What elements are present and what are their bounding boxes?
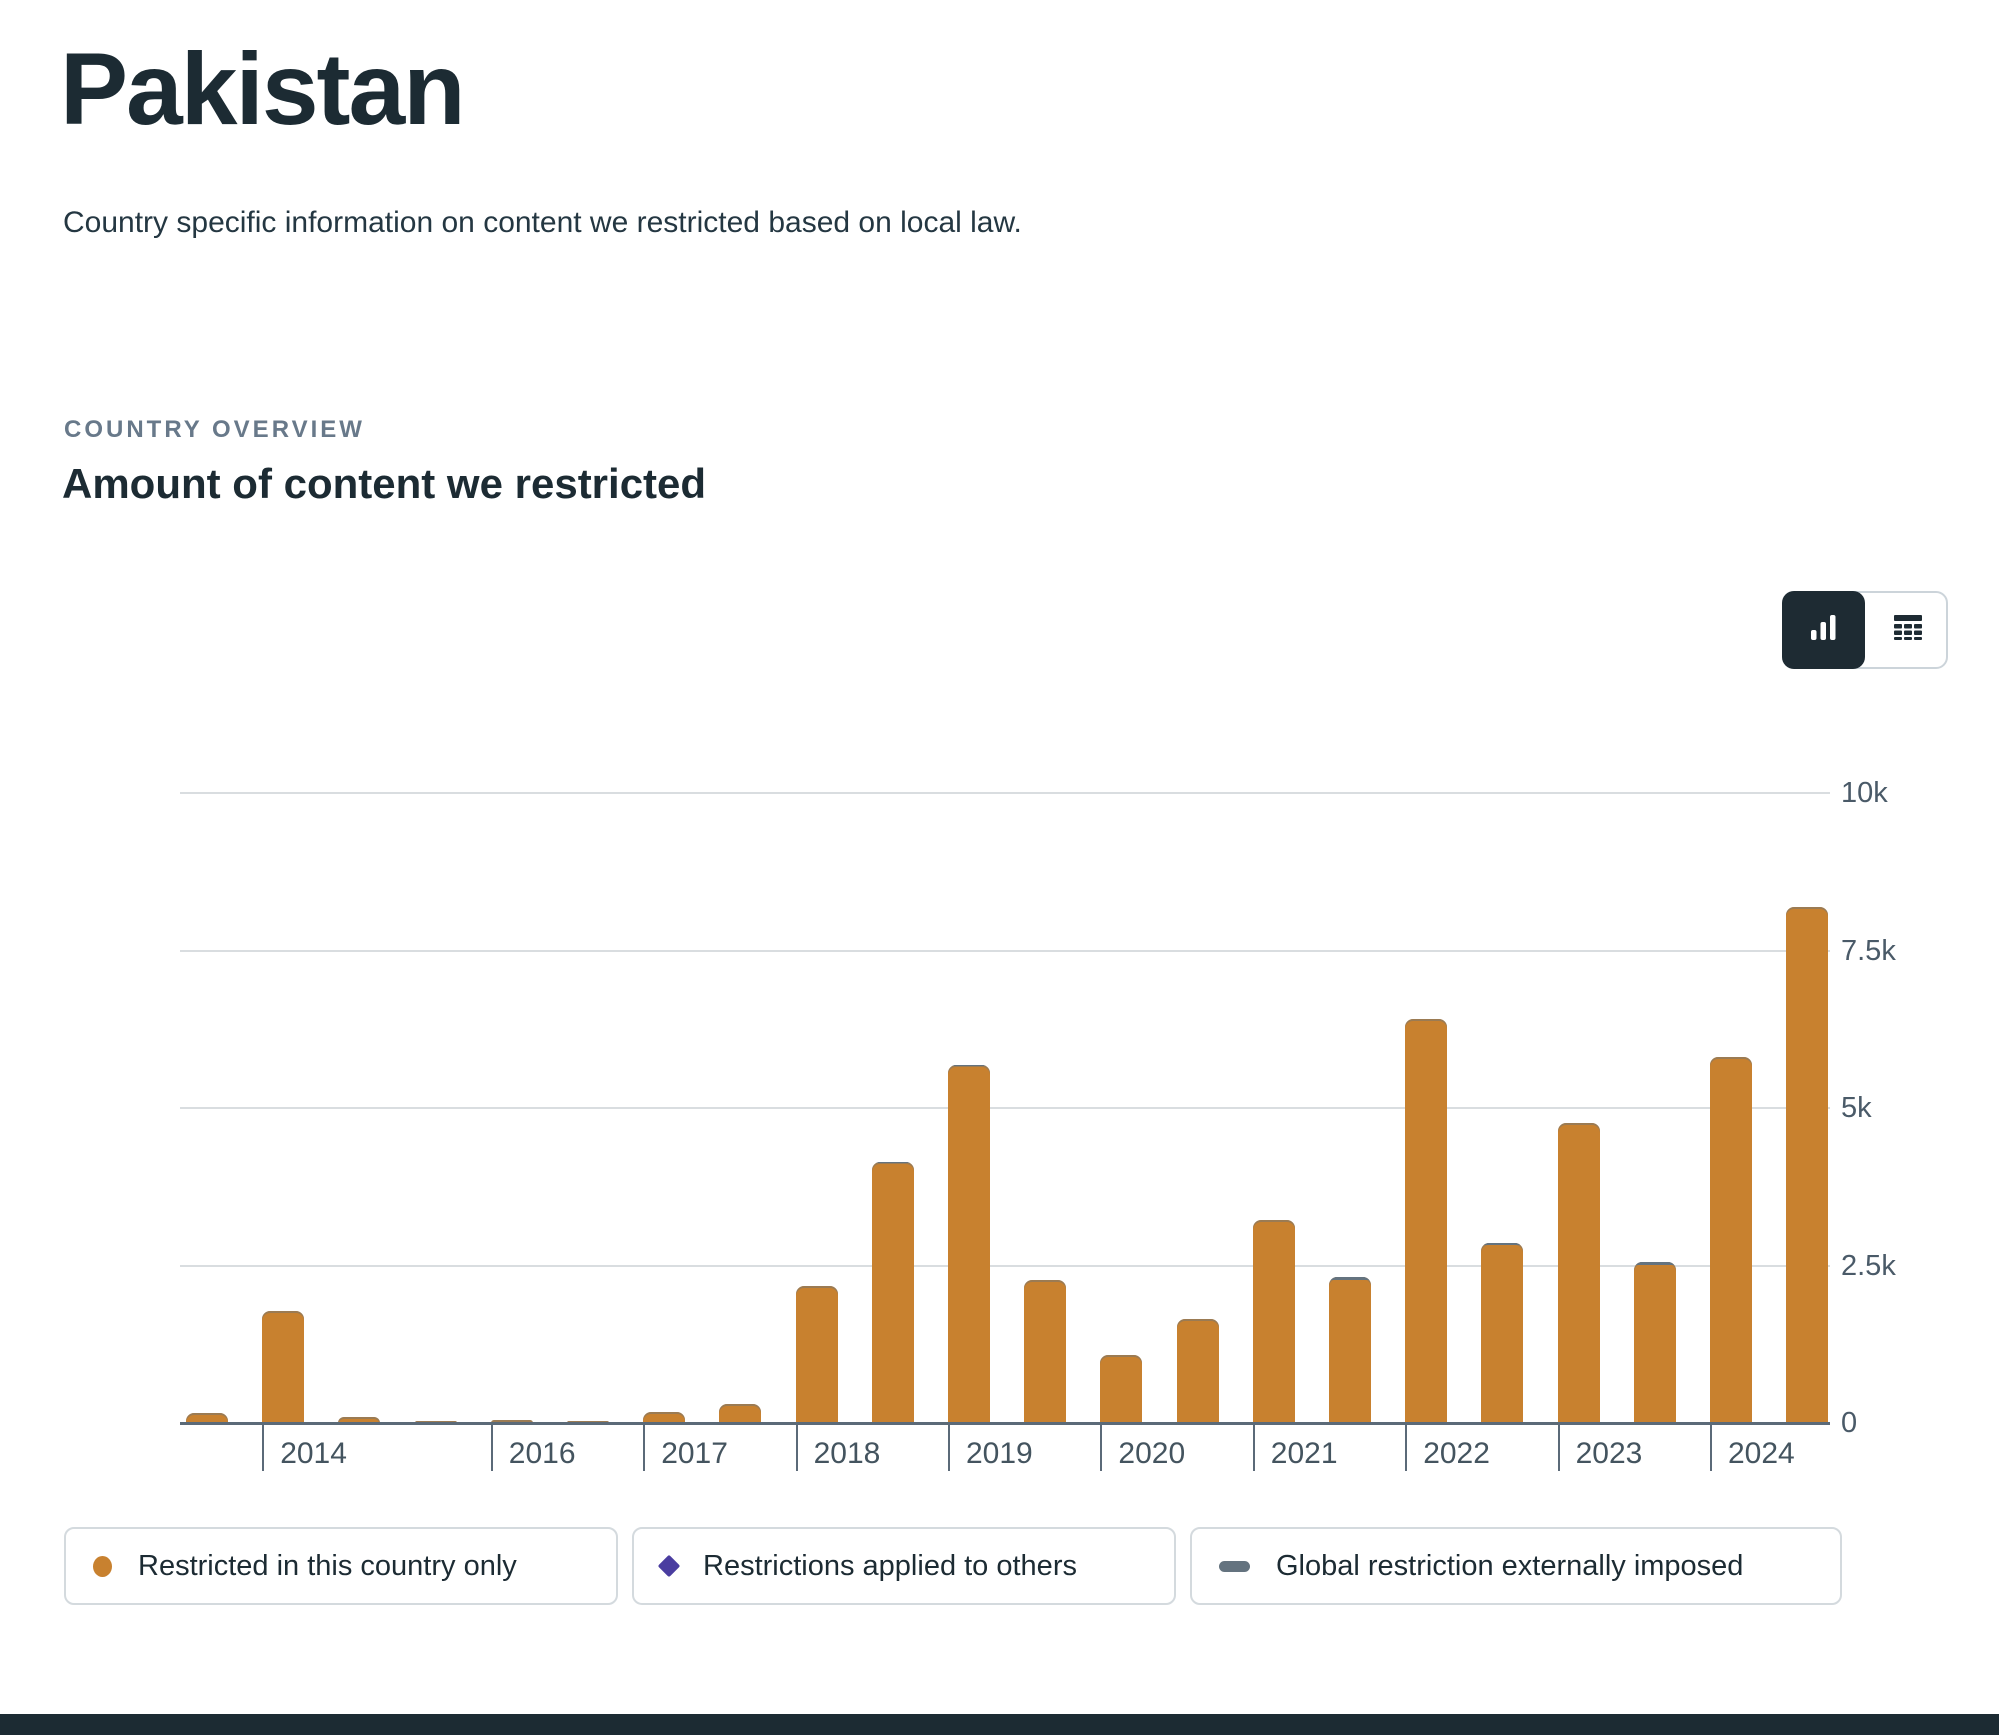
- y-axis-label-7.5k: 7.5k: [1841, 934, 1896, 967]
- bar-2022-H2[interactable]: [1481, 1243, 1524, 1423]
- chart-view-button[interactable]: [1782, 591, 1865, 669]
- purple-diamond-marker: [657, 1554, 681, 1578]
- gridline-2.5k: [180, 1264, 1830, 1267]
- legend-item-global-restriction[interactable]: Global restriction externally imposed: [1190, 1527, 1842, 1605]
- y-axis-label-2.5k: 2.5k: [1841, 1249, 1896, 1282]
- bar-2023-H1[interactable]: [1557, 1123, 1600, 1423]
- global-restriction-cap: [1329, 1277, 1371, 1280]
- legend-label: Restricted in this country only: [138, 1549, 517, 1582]
- gray-dash-marker: [1219, 1560, 1250, 1572]
- y-axis-label-5k: 5k: [1841, 1092, 1872, 1124]
- footer-bar: [0, 1714, 1999, 1735]
- global-restriction-cap: [871, 1162, 914, 1163]
- x-axis-label-2024: 2024: [1728, 1437, 1795, 1470]
- global-restriction-cap: [1481, 1243, 1524, 1245]
- bar-2022-H1[interactable]: [1405, 1019, 1448, 1423]
- page-subtitle: Country specific information on content …: [63, 206, 1022, 239]
- page-title: Pakistan: [60, 32, 466, 146]
- bar-2013-H2[interactable]: [186, 1413, 228, 1423]
- x-tick-2020: [1100, 1423, 1103, 1471]
- x-axis-label-2016: 2016: [508, 1437, 576, 1470]
- legend-label: Restrictions applied to others: [703, 1549, 1077, 1582]
- x-axis-label-2017: 2017: [661, 1437, 728, 1470]
- x-tick-2017: [643, 1423, 646, 1471]
- legend-item-restrictions-applied-others[interactable]: Restrictions applied to others: [632, 1527, 1176, 1605]
- x-axis-label-2023: 2023: [1575, 1437, 1643, 1470]
- x-tick-2022: [1405, 1423, 1408, 1471]
- bar-2018-H1[interactable]: [795, 1286, 838, 1423]
- bar-2020-H2[interactable]: [1176, 1319, 1219, 1423]
- x-axis-label-2019: 2019: [966, 1437, 1033, 1470]
- bar-2023-H2[interactable]: [1633, 1262, 1676, 1423]
- table-view-button[interactable]: [1866, 591, 1949, 669]
- gridline-5k: [180, 1107, 1830, 1109]
- chart-title: Amount of content we restricted: [62, 460, 707, 507]
- legend-label: Global restriction externally imposed: [1276, 1549, 1744, 1582]
- bar-2024-H2[interactable]: [1786, 907, 1829, 1423]
- chart-table-view-toggle: [1782, 591, 1948, 669]
- bar-2016-H1[interactable]: [490, 1420, 533, 1423]
- x-tick-2018: [795, 1423, 798, 1471]
- global-restriction-cap: [948, 1065, 990, 1066]
- bar-2024-H1[interactable]: [1710, 1057, 1752, 1423]
- x-axis-line: [180, 1422, 1830, 1425]
- bar-2014-H1[interactable]: [262, 1311, 305, 1423]
- bar-2017-H2[interactable]: [719, 1404, 762, 1423]
- x-tick-2016: [490, 1423, 493, 1471]
- y-axis-label-10k: 10k: [1841, 777, 1888, 809]
- bar-2014-H2[interactable]: [338, 1417, 381, 1423]
- bar-2020-H1[interactable]: [1100, 1355, 1143, 1423]
- bar-2018-H2[interactable]: [871, 1162, 914, 1423]
- x-axis-label-2021: 2021: [1270, 1437, 1338, 1470]
- bar-2019-H1[interactable]: [948, 1065, 990, 1423]
- x-tick-2024: [1710, 1423, 1712, 1471]
- x-tick-2023: [1557, 1423, 1560, 1471]
- x-tick-2019: [948, 1423, 950, 1471]
- bar-2019-H2[interactable]: [1024, 1280, 1067, 1423]
- x-axis-label-2018: 2018: [813, 1437, 881, 1470]
- gridline-10k: [180, 792, 1830, 794]
- x-axis-label-2014: 2014: [280, 1437, 347, 1470]
- y-axis-label-0: 0: [1841, 1407, 1858, 1439]
- global-restriction-cap: [1633, 1262, 1676, 1265]
- bar-chart-icon: [1810, 614, 1837, 646]
- bar-2021-H2[interactable]: [1329, 1277, 1371, 1423]
- gridline-7.5k: [180, 949, 1830, 952]
- x-tick-2014: [262, 1423, 265, 1471]
- legend-item-restricted-country-only[interactable]: Restricted in this country only: [64, 1527, 618, 1605]
- table-icon: [1893, 615, 1922, 645]
- bar-2017-H1[interactable]: [643, 1412, 686, 1423]
- section-eyebrow: COUNTRY OVERVIEW: [64, 416, 365, 443]
- bar-2021-H1[interactable]: [1252, 1220, 1295, 1423]
- orange-circle-marker: [93, 1555, 112, 1577]
- x-axis-label-2020: 2020: [1118, 1437, 1186, 1470]
- x-axis-label-2022: 2022: [1423, 1437, 1490, 1470]
- x-tick-2021: [1252, 1423, 1255, 1471]
